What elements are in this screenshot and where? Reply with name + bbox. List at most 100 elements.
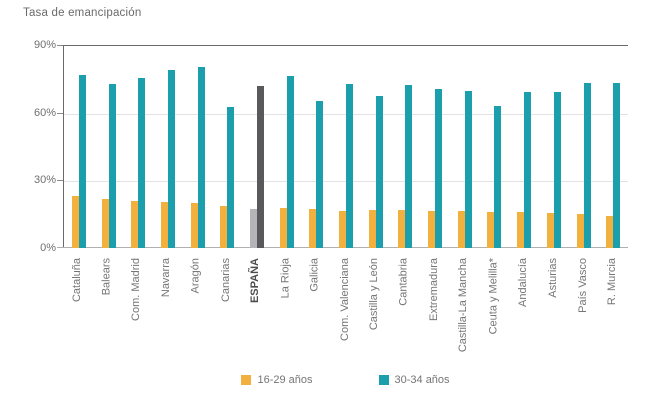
- bar-Castilla-La Mancha-16-29 años: [457, 211, 465, 248]
- x-label-cell-La Rioja: La Rioja: [271, 252, 301, 370]
- legend-label-16-29 años: 16-29 años: [257, 374, 313, 386]
- x-label-cell-Balears: Balears: [93, 252, 123, 370]
- x-label-País Vasco: País Vasco: [576, 258, 589, 313]
- bar-Andalucía-16-29 años: [517, 212, 525, 248]
- bar-País Vasco-30-34 años: [583, 83, 591, 248]
- y-tick-mark-30%: [57, 180, 63, 182]
- x-label-cell-Castilla-La Mancha: Castilla-La Mancha: [450, 252, 480, 370]
- x-label-cell-Cantabria: Cantabria: [390, 252, 420, 370]
- y-tick-mark-90%: [57, 45, 63, 46]
- bar-Extremadura-30-34 años: [435, 89, 443, 248]
- bar-Asturias-16-29 años: [546, 213, 554, 248]
- bar-group-Cantabria: [391, 46, 421, 248]
- x-label-cell-Extremadura: Extremadura: [420, 252, 450, 370]
- bar-group-Asturias: [539, 46, 569, 248]
- x-label-Com. Madrid: Com. Madrid: [130, 258, 143, 321]
- x-label-Castilla y León: Castilla y León: [368, 258, 381, 331]
- bar-group-Andalucía: [509, 46, 539, 248]
- bar-Cataluña-30-34 años: [78, 75, 86, 248]
- x-label-Aragón: Aragón: [189, 258, 202, 294]
- x-label-cell-R. Murcia: R. Murcia: [598, 252, 628, 370]
- bar-Com. Madrid-16-29 años: [131, 200, 139, 248]
- bar-País Vasco-16-29 años: [576, 214, 584, 248]
- x-label-cell-Aragón: Aragón: [182, 252, 212, 370]
- bar-La Rioja-16-29 años: [279, 208, 287, 248]
- bar-group-Cataluña: [64, 46, 94, 248]
- x-label-Navarra: Navarra: [160, 258, 173, 298]
- bar-Asturias-30-34 años: [553, 92, 561, 248]
- bar-Cantabria-16-29 años: [398, 210, 406, 248]
- bar-group-La Rioja: [272, 46, 302, 248]
- x-label-Cantabria: Cantabria: [397, 258, 410, 306]
- y-tick-label-0%: 0%: [40, 242, 56, 254]
- bar-group-ESPAÑA: [242, 46, 272, 248]
- bar-group-Galicia: [302, 46, 332, 248]
- bar-group-Ceuta y Melilla*: [480, 46, 510, 248]
- bar-Galicia-30-34 años: [316, 100, 324, 248]
- bar-Cataluña-16-29 años: [71, 195, 79, 248]
- legend-label-30-34 años: 30-34 años: [394, 374, 450, 386]
- bar-group-Extremadura: [420, 46, 450, 248]
- bar-Balears-30-34 años: [108, 84, 116, 248]
- bar-group-Canarias: [212, 46, 242, 248]
- x-label-Asturias: Asturias: [546, 258, 559, 298]
- legend: 16-29 años 30-34 años: [63, 374, 628, 386]
- bar-R. Murcia-30-34 años: [613, 82, 621, 248]
- bar-Navarra-16-29 años: [160, 201, 168, 248]
- bar-Galicia-16-29 años: [309, 209, 317, 248]
- x-label-cell-Navarra: Navarra: [152, 252, 182, 370]
- bar-Castilla y León-16-29 años: [368, 210, 376, 248]
- gridline-30: [64, 181, 628, 183]
- x-label-cell-Com. Madrid: Com. Madrid: [122, 252, 152, 370]
- bar-group-Balears: [94, 46, 124, 248]
- bar-Extremadura-16-29 años: [428, 210, 436, 248]
- bar-group-Aragón: [183, 46, 213, 248]
- bar-group-País Vasco: [569, 46, 599, 248]
- x-label-cell-Cataluña: Cataluña: [63, 252, 93, 370]
- legend-item-30-34 años: 30-34 años: [378, 374, 450, 386]
- x-label-Castilla-La Mancha: Castilla-La Mancha: [457, 258, 470, 353]
- bar-Com. Valenciana-16-29 años: [339, 210, 347, 248]
- x-label-cell-Andalucía: Andalucía: [509, 252, 539, 370]
- x-label-Com. Valenciana: Com. Valenciana: [338, 258, 351, 341]
- bar-group-Navarra: [153, 46, 183, 248]
- plot-area: [57, 45, 628, 248]
- legend-item-16-29 años: 16-29 años: [241, 374, 313, 386]
- x-label-cell-Ceuta y Melilla*: Ceuta y Melilla*: [479, 252, 509, 370]
- x-label-Canarias: Canarias: [219, 258, 232, 303]
- x-label-Galicia: Galicia: [308, 258, 321, 292]
- bar-Ceuta y Melilla*-30-34 años: [494, 105, 502, 248]
- bar-Com. Valenciana-30-34 años: [346, 84, 354, 248]
- x-label-Ceuta y Melilla*: Ceuta y Melilla*: [487, 258, 500, 335]
- x-label-cell-Galicia: Galicia: [301, 252, 331, 370]
- y-tick-label-90%: 90%: [33, 39, 56, 51]
- bar-Aragón-16-29 años: [190, 203, 198, 248]
- bar-R. Murcia-16-29 años: [606, 215, 614, 248]
- bar-Cantabria-30-34 años: [405, 84, 413, 248]
- bar-ESPAÑA-16-29 años: [249, 208, 257, 248]
- x-label-Extremadura: Extremadura: [427, 258, 440, 321]
- y-tick-mark-60%: [57, 112, 63, 114]
- x-label-ESPAÑA: ESPAÑA: [249, 258, 262, 304]
- gridline-60: [64, 113, 628, 115]
- x-label-cell-Com. Valenciana: Com. Valenciana: [331, 252, 361, 370]
- x-label-Cataluña: Cataluña: [70, 258, 83, 303]
- x-axis-labels: Cataluña Balears Com. Madrid Navarra Aragón C…: [63, 252, 628, 370]
- bar-Navarra-30-34 años: [167, 69, 175, 248]
- bar-group-Castilla-La Mancha: [450, 46, 480, 248]
- bar-ESPAÑA-30-34 años: [256, 85, 264, 248]
- chart-title: Tasa de emancipación: [23, 7, 142, 19]
- bar-Ceuta y Melilla*-16-29 años: [487, 212, 495, 248]
- x-label-R. Murcia: R. Murcia: [606, 258, 619, 306]
- legend-swatch-30-34 años: [378, 375, 389, 385]
- x-label-Andalucía: Andalucía: [516, 258, 529, 307]
- x-label-cell-País Vasco: País Vasco: [568, 252, 598, 370]
- bar-group-Com. Madrid: [123, 46, 153, 248]
- bar-Castilla y León-30-34 años: [375, 95, 383, 248]
- bar-Aragón-30-34 años: [197, 67, 205, 248]
- bar-Canarias-16-29 años: [220, 206, 228, 248]
- bar-La Rioja-30-34 años: [286, 75, 294, 248]
- y-tick-label-30%: 30%: [33, 174, 56, 187]
- bar-Balears-16-29 años: [101, 199, 109, 248]
